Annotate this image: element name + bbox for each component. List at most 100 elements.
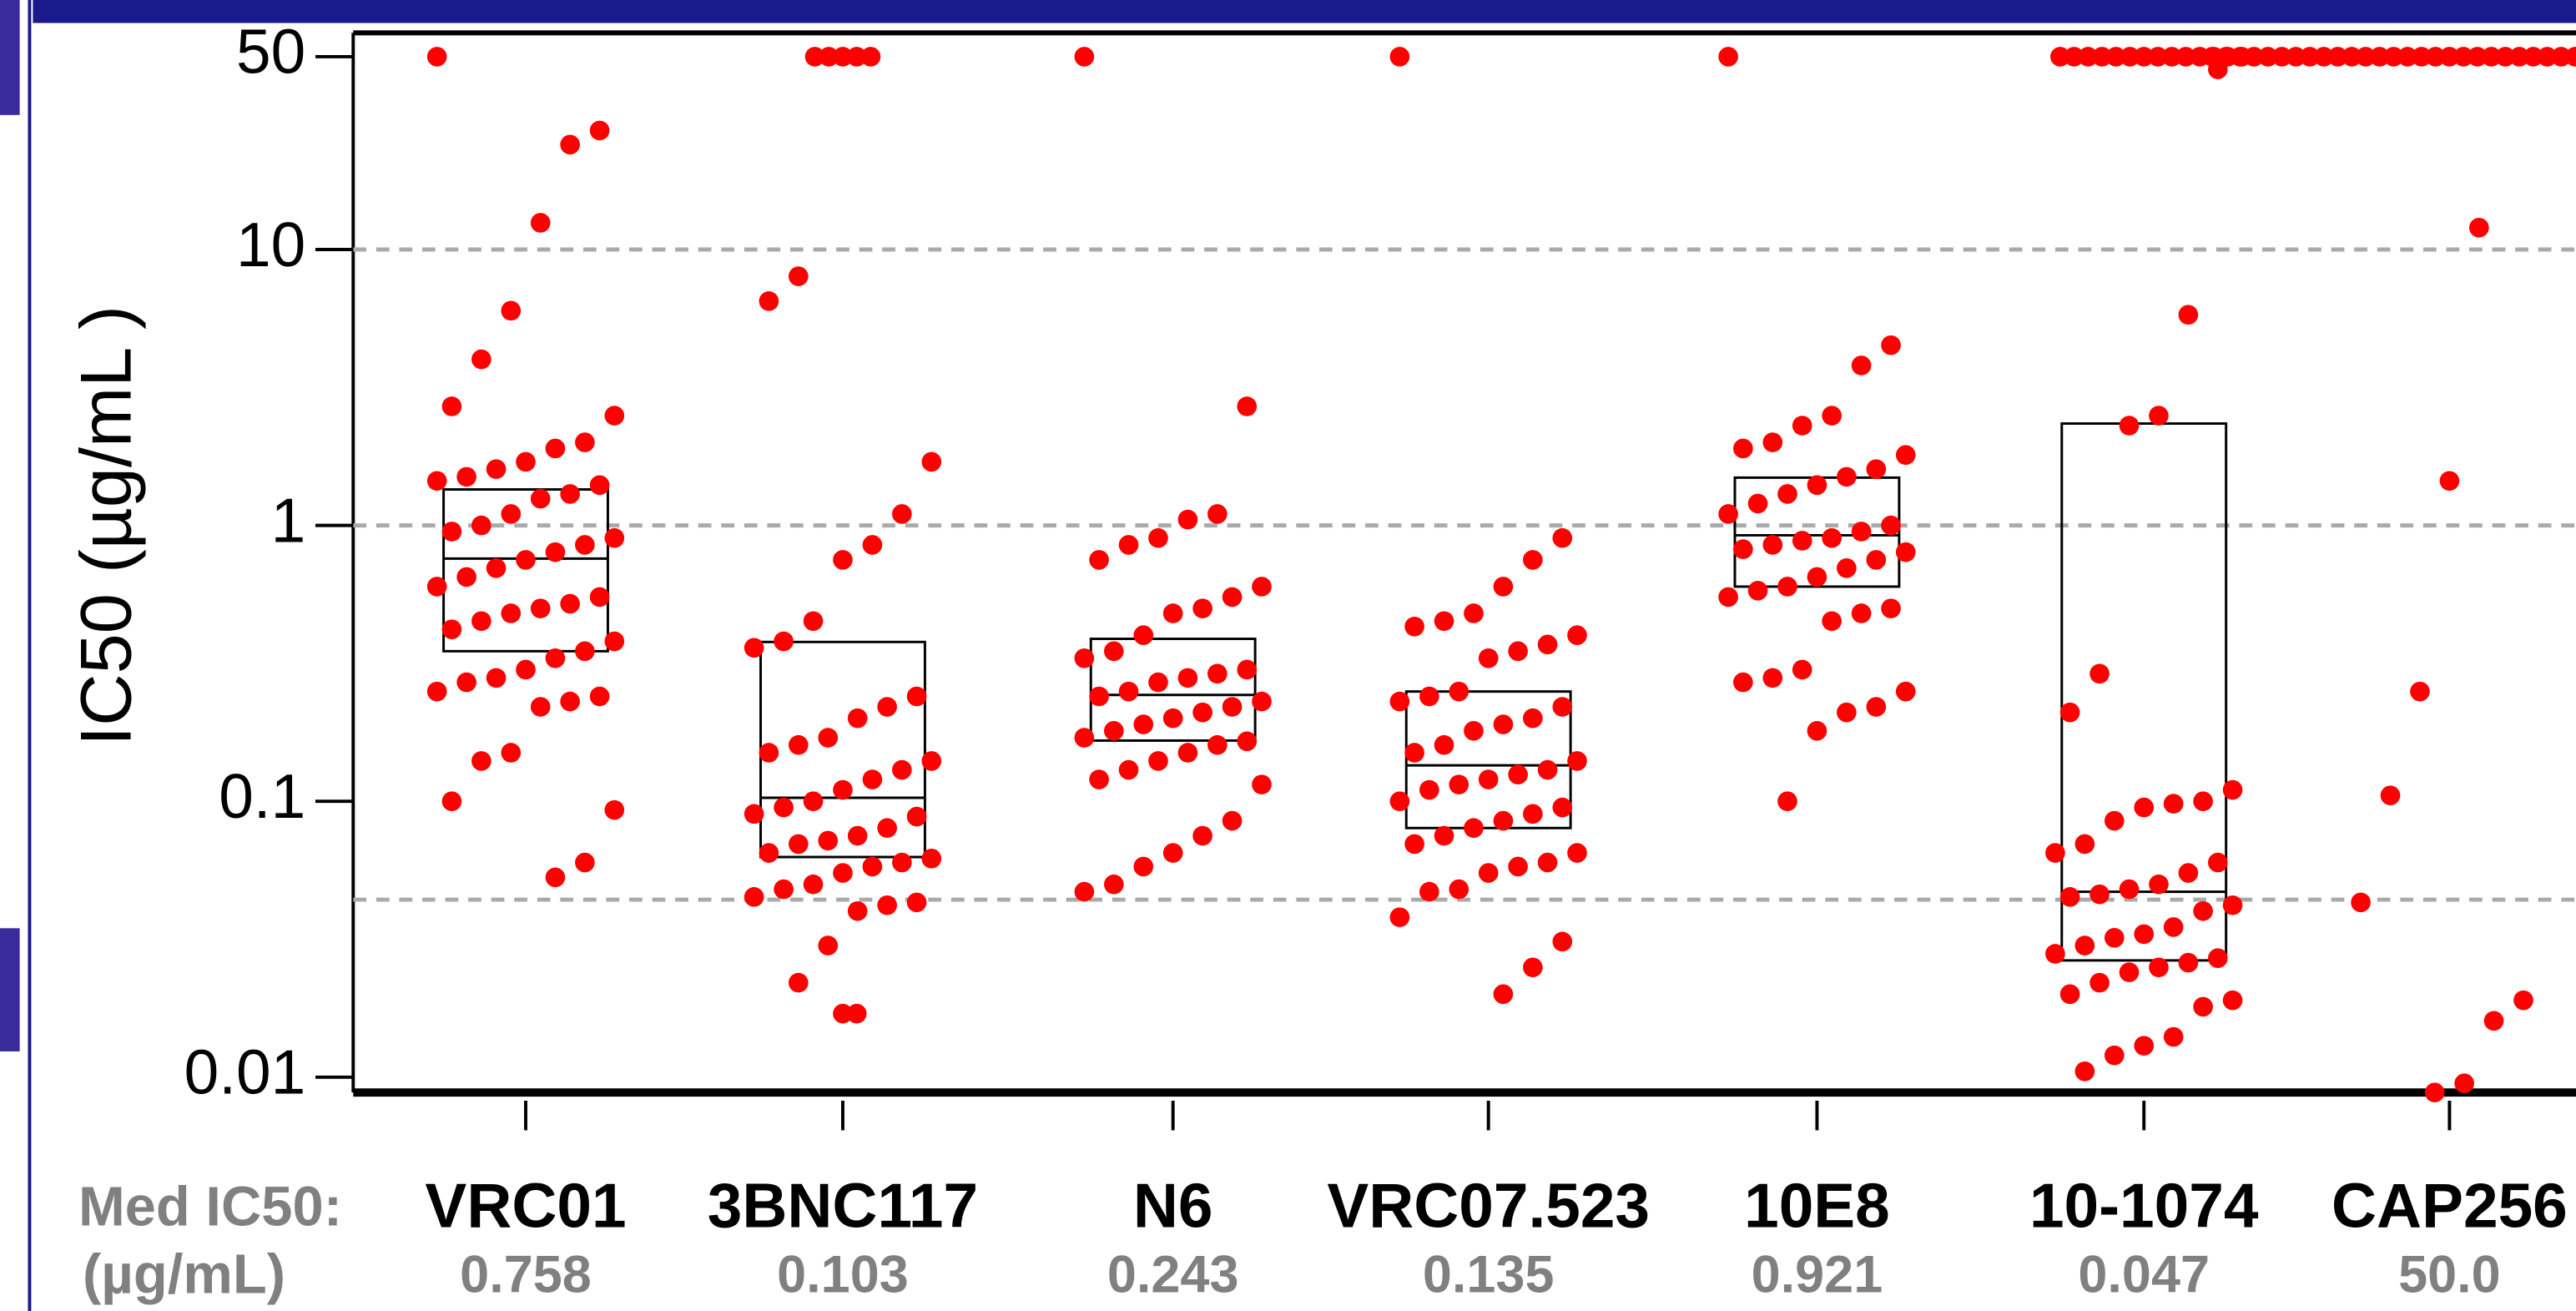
data-point <box>589 686 610 707</box>
data-point <box>2369 47 2390 67</box>
data-point <box>1089 769 1109 789</box>
data-point <box>604 406 625 426</box>
data-point <box>2424 1082 2445 1102</box>
data-point <box>1523 708 1543 729</box>
side-decoration <box>0 928 20 1051</box>
data-point <box>530 488 551 509</box>
data-point <box>2483 1011 2504 1031</box>
data-point <box>1162 603 1183 623</box>
data-point <box>2509 47 2529 67</box>
data-point <box>1419 686 1439 707</box>
category-label: VRC07.523 <box>1327 1171 1650 1241</box>
data-point <box>441 619 462 639</box>
data-point <box>1807 475 1827 496</box>
data-point <box>819 47 839 67</box>
data-point <box>1177 743 1198 763</box>
data-point <box>2216 47 2236 67</box>
data-point <box>486 558 507 578</box>
data-point <box>530 598 551 618</box>
data-point <box>804 47 825 67</box>
data-point <box>744 638 764 658</box>
data-point <box>1552 527 1573 548</box>
data-point <box>1192 598 1212 618</box>
data-point <box>2119 416 2140 436</box>
data-point <box>1089 550 1109 570</box>
median-label: 0.135 <box>1423 1245 1555 1303</box>
data-point <box>774 797 794 818</box>
data-point <box>803 874 824 895</box>
data-point <box>789 834 809 855</box>
data-point <box>862 535 883 555</box>
data-point <box>860 47 881 67</box>
category-label: 3BNC117 <box>708 1171 978 1241</box>
data-point <box>1807 567 1827 587</box>
data-point <box>1718 504 1738 524</box>
data-point <box>426 47 447 67</box>
data-point <box>1762 668 1783 688</box>
data-point <box>803 611 824 632</box>
data-point <box>1104 641 1124 662</box>
data-point <box>2074 935 2095 956</box>
data-point <box>2078 47 2099 67</box>
data-point <box>1449 774 1469 794</box>
data-point <box>2119 962 2140 982</box>
data-point <box>1523 550 1543 570</box>
data-point <box>1404 834 1424 855</box>
data-point <box>1389 791 1410 812</box>
data-point <box>818 830 839 851</box>
data-point <box>744 887 764 907</box>
data-point <box>1747 493 1768 514</box>
data-point <box>1866 697 1887 717</box>
data-point <box>2092 47 2112 67</box>
data-point <box>545 648 566 668</box>
data-point <box>560 134 580 155</box>
y-tick-label: 0.1 <box>219 761 305 831</box>
data-point <box>2163 794 2184 814</box>
data-point <box>575 852 595 873</box>
data-point <box>2523 47 2543 67</box>
data-point <box>921 451 942 472</box>
data-point <box>604 631 625 652</box>
data-point <box>1237 396 1258 416</box>
data-point <box>1207 504 1228 524</box>
row-label: Med IC50: <box>78 1176 342 1238</box>
data-point <box>2412 47 2432 67</box>
data-point <box>456 466 476 487</box>
data-point <box>862 856 883 877</box>
data-point <box>1537 852 1558 873</box>
data-point <box>1133 714 1154 734</box>
data-point <box>1148 527 1168 548</box>
data-point <box>1252 577 1272 597</box>
data-point <box>1523 804 1543 824</box>
data-point <box>1523 957 1543 978</box>
data-point <box>1567 751 1587 771</box>
data-point <box>2313 47 2334 67</box>
data-point <box>1792 531 1812 551</box>
data-point <box>1537 759 1558 780</box>
data-point <box>1895 445 1916 466</box>
category-label: N6 <box>1133 1171 1213 1241</box>
data-point <box>1851 522 1872 542</box>
data-point <box>1074 728 1095 748</box>
data-point <box>1252 774 1272 794</box>
data-point <box>2074 834 2095 855</box>
data-point <box>774 631 794 652</box>
data-point <box>2551 47 2572 67</box>
data-point <box>1733 438 1753 459</box>
data-point <box>1777 484 1797 504</box>
data-point <box>1074 881 1095 902</box>
data-point <box>833 1003 853 1024</box>
data-point <box>441 396 462 416</box>
data-point <box>1508 641 1528 662</box>
data-point <box>1449 681 1469 702</box>
data-point <box>1807 721 1827 741</box>
data-point <box>2074 1061 2095 1082</box>
box <box>442 488 609 653</box>
side-decoration <box>0 0 20 115</box>
median-label: 0.047 <box>2078 1245 2210 1303</box>
data-point <box>1389 907 1410 927</box>
data-point <box>1074 648 1095 668</box>
data-point <box>2119 879 2140 900</box>
data-point <box>2059 887 2080 907</box>
data-point <box>921 751 942 771</box>
